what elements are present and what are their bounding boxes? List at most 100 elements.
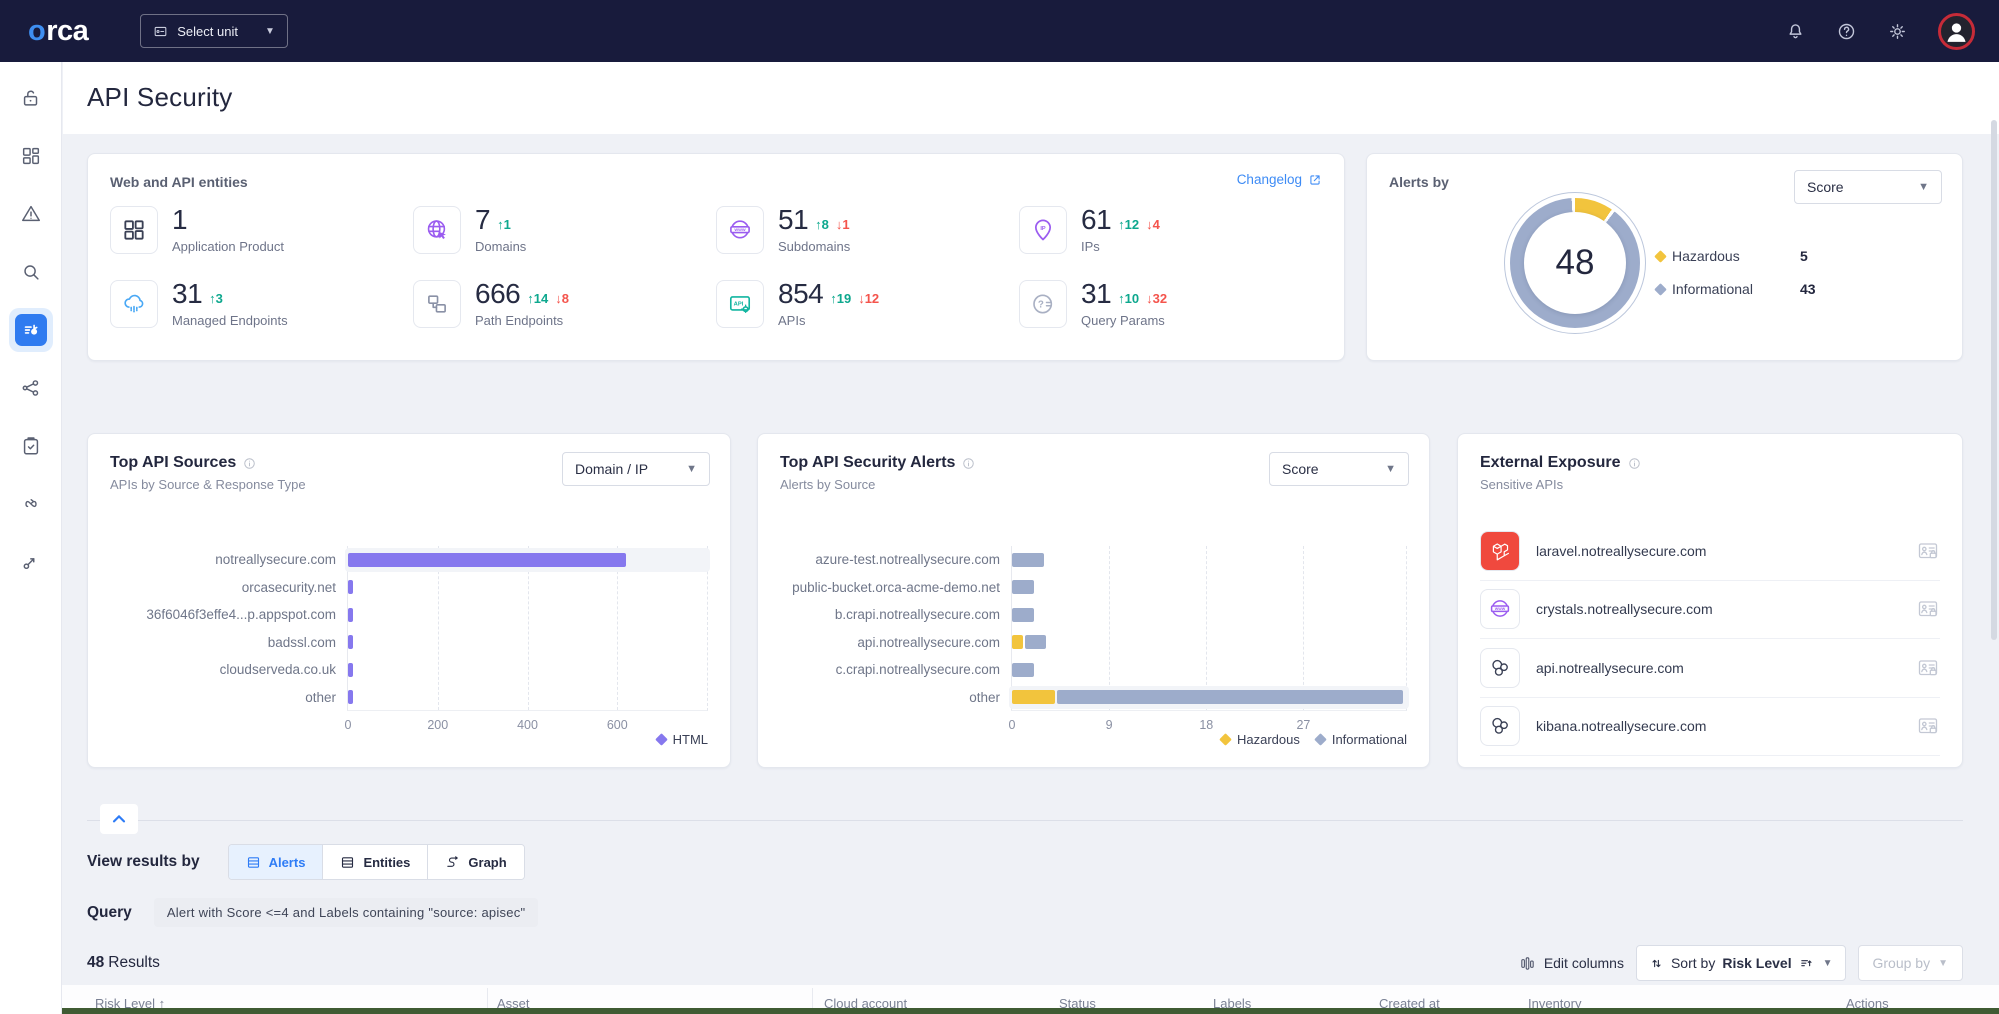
bar-informational[interactable] — [1057, 690, 1403, 705]
unit-selector[interactable]: Select unit ▼ — [140, 14, 288, 48]
page-header: API Security — [63, 62, 1999, 134]
help-icon[interactable] — [1836, 21, 1857, 42]
info-icon[interactable] — [242, 456, 257, 471]
pii-badge-icon[interactable] — [1916, 656, 1940, 680]
sidebar-item-unlock[interactable] — [9, 76, 53, 120]
legend-label: Informational — [1331, 732, 1407, 747]
pii-badge-icon[interactable] — [1916, 714, 1940, 738]
stat-text: 61 ↑12 ↓4 IPs — [1081, 206, 1160, 255]
apis-icon: API — [716, 280, 764, 328]
bar-informational[interactable] — [1012, 662, 1034, 677]
bar-informational[interactable] — [1012, 607, 1034, 622]
column-header-inventory[interactable]: Inventory — [1528, 996, 1582, 1011]
stat-domains[interactable]: 7 ↑1 Domains — [413, 206, 716, 254]
query-chip[interactable]: Alert with Score <=4 and Labels containi… — [153, 898, 539, 927]
exposure-row[interactable]: kibana.notreallysecure.com — [1480, 698, 1940, 756]
settings-gear-icon[interactable] — [1887, 21, 1908, 42]
chart-row — [345, 546, 710, 574]
bar-html[interactable] — [348, 635, 354, 650]
sidebar-item-trace[interactable] — [9, 540, 53, 584]
stat-ips[interactable]: IP 61 ↑12 ↓4 IPs — [1019, 206, 1322, 254]
changelog-link[interactable]: Changelog — [1237, 172, 1322, 187]
stat-application-product[interactable]: 1 Application Product — [110, 206, 413, 254]
stat-subdomains[interactable]: WWW 51 ↑8 ↓1 Subdomains — [716, 206, 1019, 254]
exposure-row[interactable]: WWW crystals.notreallysecure.com — [1480, 581, 1940, 639]
view-tabs: Alerts Entities Graph — [227, 844, 525, 880]
tab-graph[interactable]: Graph — [427, 845, 524, 879]
chevron-down-icon: ▼ — [1385, 463, 1396, 475]
bar-informational[interactable] — [1012, 552, 1045, 567]
stat-value: 31 — [1081, 278, 1112, 309]
chevron-down-icon: ▼ — [264, 25, 275, 37]
column-header-actions[interactable]: Actions — [1846, 996, 1889, 1011]
alerts-chart-dropdown[interactable]: Score ▼ — [1269, 452, 1409, 486]
legend-label: Hazardous — [1672, 248, 1740, 264]
exposure-domain-label: api.notreallysecure.com — [1536, 659, 1684, 676]
bar-hazardous[interactable] — [1012, 690, 1056, 705]
stat-query-params[interactable]: ? 31 ↑10 ↓32 Query Params — [1019, 280, 1322, 328]
edit-columns-button[interactable]: Edit columns — [1519, 955, 1624, 972]
group-by-button[interactable]: Group by ▼ — [1857, 945, 1963, 981]
column-header-created-at[interactable]: Created at — [1379, 996, 1440, 1011]
sidebar-item-compliance[interactable] — [9, 424, 53, 468]
sidebar-item-shift-left[interactable] — [9, 482, 53, 526]
alerts-by-dropdown[interactable]: Score ▼ — [1794, 170, 1942, 204]
alerts-donut-chart[interactable]: 48 — [1504, 192, 1646, 334]
bar-html[interactable] — [348, 662, 354, 677]
chart-row — [1012, 574, 1406, 602]
stat-managed-endpoints[interactable]: 31 ↑3 Managed Endpoints — [110, 280, 413, 328]
stat-path-endpoints[interactable]: 666 ↑14 ↓8 Path Endpoints — [413, 280, 716, 328]
chart-row — [348, 684, 707, 712]
tab-entities[interactable]: Entities — [322, 845, 428, 879]
sidebar-item-alerts[interactable] — [9, 192, 53, 236]
exposure-row[interactable]: laravel.notreallysecure.com — [1480, 522, 1940, 581]
column-header-asset[interactable]: Asset — [497, 996, 530, 1011]
column-header-status[interactable]: Status — [1059, 996, 1096, 1011]
info-icon[interactable] — [1627, 456, 1642, 471]
sidebar-item-dashboard[interactable] — [9, 134, 53, 178]
bar-informational[interactable] — [1024, 635, 1047, 650]
top-bar: o rca Select unit ▼ — [0, 0, 1999, 62]
pii-badge-icon[interactable] — [1916, 539, 1940, 563]
chart-row — [348, 656, 707, 684]
column-header-labels[interactable]: Labels — [1213, 996, 1252, 1011]
exposure-subtitle: Sensitive APIs — [1480, 477, 1564, 492]
tick-label: 600 — [606, 718, 628, 732]
vertical-scrollbar[interactable] — [1991, 120, 1997, 640]
pii-badge-icon[interactable] — [1916, 597, 1940, 621]
sidebar-item-api-security[interactable] — [8, 308, 53, 352]
sources-legend: HTML — [654, 732, 708, 747]
column-header-risk-level[interactable]: Risk Level ↑ — [95, 996, 166, 1011]
stat-label: Managed Endpoints — [172, 313, 288, 328]
info-icon[interactable] — [961, 456, 976, 471]
sidebar-item-attack-path[interactable] — [9, 366, 53, 410]
sources-title-text: Top API Sources — [110, 454, 237, 471]
sidebar-item-search[interactable] — [9, 250, 53, 294]
bar-html[interactable] — [348, 690, 354, 705]
stat-delta-up: ↑1 — [497, 217, 511, 232]
exposure-row[interactable]: api.notreallysecure.com — [1480, 639, 1940, 698]
chart-category-label: notreallysecure.com — [215, 552, 336, 568]
sort-by-button[interactable]: Sort by Risk Level ▼ — [1635, 945, 1846, 981]
bar-html[interactable] — [348, 607, 354, 622]
bar-html[interactable] — [348, 552, 627, 567]
section-divider — [87, 820, 1963, 821]
bar-informational[interactable] — [1012, 580, 1034, 595]
gridline — [1206, 546, 1208, 710]
avatar[interactable] — [1938, 12, 1975, 50]
bar-hazardous[interactable] — [1012, 635, 1023, 650]
sources-dropdown[interactable]: Domain / IP ▼ — [562, 452, 710, 486]
stat-apis[interactable]: API 854 ↑19 ↓12 APIs — [716, 280, 1019, 328]
stat-value: 854 — [778, 278, 824, 309]
domains-icon — [413, 206, 461, 254]
laravel-icon — [1481, 531, 1519, 570]
exposure-list: laravel.notreallysecure.com WWW crystals.n… — [1480, 522, 1940, 756]
orca-logo[interactable]: o rca — [28, 15, 89, 48]
stat-value: 31 — [172, 278, 203, 309]
collapse-section-button[interactable] — [100, 804, 138, 834]
column-header-cloud-account[interactable]: Cloud account — [824, 996, 908, 1011]
bar-html[interactable] — [348, 580, 354, 595]
notifications-icon[interactable] — [1785, 21, 1806, 42]
tab-alerts[interactable]: Alerts — [228, 845, 323, 879]
svg-text:API: API — [734, 302, 744, 308]
